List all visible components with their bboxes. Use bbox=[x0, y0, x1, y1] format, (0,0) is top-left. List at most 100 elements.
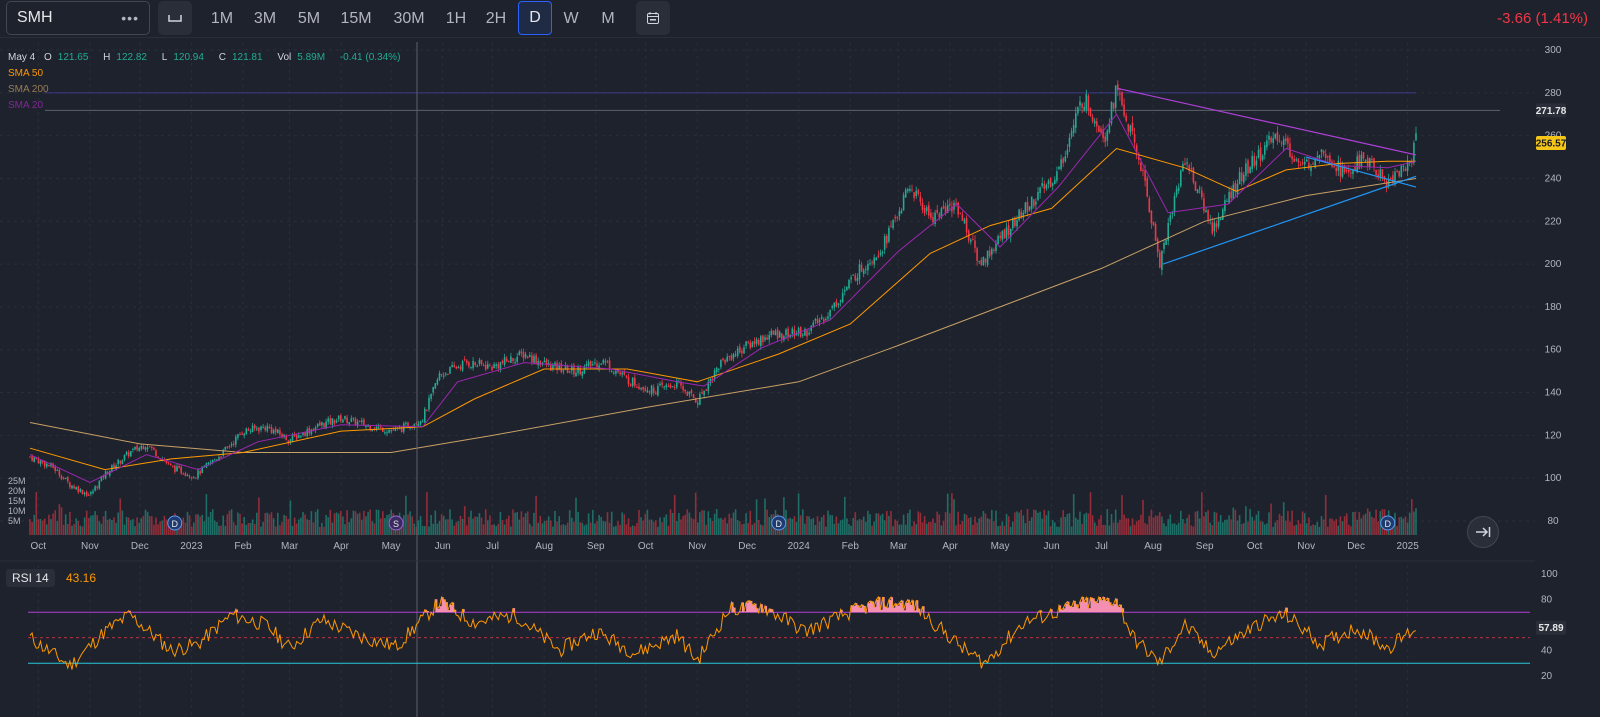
volume-bar bbox=[163, 515, 166, 535]
volume-bar bbox=[127, 517, 130, 535]
candle-body bbox=[585, 363, 588, 366]
marker-label: D bbox=[1384, 519, 1391, 529]
volume-bar bbox=[470, 510, 472, 535]
volume-bar bbox=[1085, 512, 1088, 535]
candle-body bbox=[1404, 168, 1407, 172]
volume-bar bbox=[1411, 499, 1413, 535]
tf-2h[interactable]: 2H bbox=[485, 10, 507, 27]
last-price-tag-bg bbox=[1536, 103, 1566, 118]
volume-bar bbox=[554, 510, 556, 535]
time-axis[interactable]: Oct Nov Dec 2023 Feb Mar Apr May Jun Jul Aug Sep Oct… bbox=[31, 541, 1420, 552]
candle-body bbox=[1058, 166, 1060, 170]
candle-body bbox=[468, 362, 470, 367]
tf-3m[interactable]: 3M bbox=[253, 10, 277, 27]
legend-sma50[interactable]: SMA 50 bbox=[8, 68, 44, 79]
volume-bar bbox=[1068, 513, 1071, 535]
volume-bar bbox=[1371, 516, 1373, 535]
candle-body bbox=[667, 386, 670, 388]
candle-body bbox=[1392, 175, 1394, 183]
tf-d[interactable]: D bbox=[518, 1, 552, 35]
tf-5m[interactable]: 5M bbox=[297, 10, 321, 27]
volume-bar bbox=[690, 517, 693, 535]
candle-body bbox=[991, 248, 993, 255]
candle-body bbox=[197, 470, 199, 479]
compare-button[interactable] bbox=[158, 1, 192, 35]
volume-bar bbox=[1278, 513, 1281, 535]
volume-bar bbox=[270, 512, 273, 535]
candle-body bbox=[73, 486, 75, 489]
time-tick-label: Dec bbox=[1347, 541, 1365, 552]
volume-bar bbox=[974, 516, 976, 535]
legend-sma200[interactable]: SMA 200 bbox=[8, 84, 49, 95]
volume-bar bbox=[804, 523, 806, 535]
volume-bar bbox=[365, 516, 367, 535]
candle-body bbox=[753, 340, 756, 345]
volume-bar bbox=[459, 515, 462, 535]
date-range-button[interactable] bbox=[636, 1, 670, 35]
candle-body bbox=[1327, 155, 1329, 158]
tf-15m[interactable]: 15M bbox=[340, 10, 372, 27]
candle-body bbox=[1238, 172, 1241, 185]
volume-bar bbox=[33, 514, 35, 535]
volume-bar bbox=[71, 525, 73, 535]
volume-bar bbox=[1211, 525, 1214, 535]
volume-bar bbox=[1215, 512, 1218, 535]
tf-w[interactable]: W bbox=[563, 10, 579, 27]
volume-bar bbox=[986, 518, 989, 535]
volume-bar bbox=[190, 526, 193, 535]
time-tick-label: Jun bbox=[1044, 541, 1060, 552]
volume-bar bbox=[1066, 513, 1069, 535]
candle-body bbox=[1112, 102, 1115, 109]
volume-bar bbox=[919, 512, 922, 535]
volume-bar bbox=[188, 515, 191, 535]
symbol-search[interactable]: SMH ••• bbox=[6, 1, 150, 35]
volume-bar bbox=[31, 521, 33, 535]
rsi-label[interactable]: RSI 14 bbox=[6, 569, 55, 587]
candle-body bbox=[755, 339, 758, 344]
volume-bar bbox=[1316, 521, 1319, 535]
trendlines[interactable] bbox=[1118, 87, 1417, 265]
volume-bar bbox=[793, 516, 796, 535]
volume-bar bbox=[858, 519, 861, 535]
candle-body bbox=[1060, 159, 1062, 169]
candle-body bbox=[503, 357, 506, 365]
candle-body bbox=[892, 219, 894, 228]
volume-bar bbox=[1228, 515, 1230, 535]
time-tick-label: Nov bbox=[688, 541, 706, 552]
price-tick-label: 100 bbox=[1545, 473, 1562, 484]
scroll-to-realtime-button[interactable] bbox=[1467, 516, 1499, 548]
candle-body bbox=[220, 456, 222, 458]
tf-m[interactable]: M bbox=[601, 10, 615, 27]
time-tick-label: Jun bbox=[435, 541, 451, 552]
volume-bar bbox=[835, 516, 838, 535]
candle-body bbox=[476, 365, 479, 367]
price-axis[interactable]: 30028026024022020018016014012010080271.7… bbox=[1536, 45, 1567, 527]
volume-bar bbox=[81, 526, 84, 535]
volume-bar bbox=[505, 518, 508, 535]
tf-1h[interactable]: 1H bbox=[445, 10, 467, 27]
candle-body bbox=[453, 365, 455, 367]
tf-1m[interactable]: 1M bbox=[210, 10, 234, 27]
candle-body bbox=[673, 387, 676, 389]
volume-bar bbox=[329, 509, 332, 535]
candle-body bbox=[470, 366, 472, 368]
horizontal-lines bbox=[45, 92, 1500, 111]
candle-body bbox=[1108, 125, 1111, 133]
legend-sma20[interactable]: SMA 20 bbox=[8, 100, 44, 111]
volume-bar bbox=[1127, 518, 1130, 535]
volume-bar bbox=[113, 517, 115, 535]
volume-bar bbox=[529, 523, 531, 535]
candle-body bbox=[331, 418, 334, 426]
price-tick-label: 140 bbox=[1545, 388, 1562, 399]
volume-bar bbox=[474, 516, 476, 535]
volume-tick-label: 5M bbox=[8, 516, 21, 526]
candle-body bbox=[155, 450, 157, 457]
candle-body bbox=[1005, 227, 1008, 239]
tf-30m[interactable]: 30M bbox=[393, 10, 425, 27]
volume-bar bbox=[745, 513, 747, 535]
candle-body bbox=[844, 289, 846, 292]
more-icon[interactable]: ••• bbox=[121, 10, 139, 26]
candle-body bbox=[640, 387, 642, 390]
